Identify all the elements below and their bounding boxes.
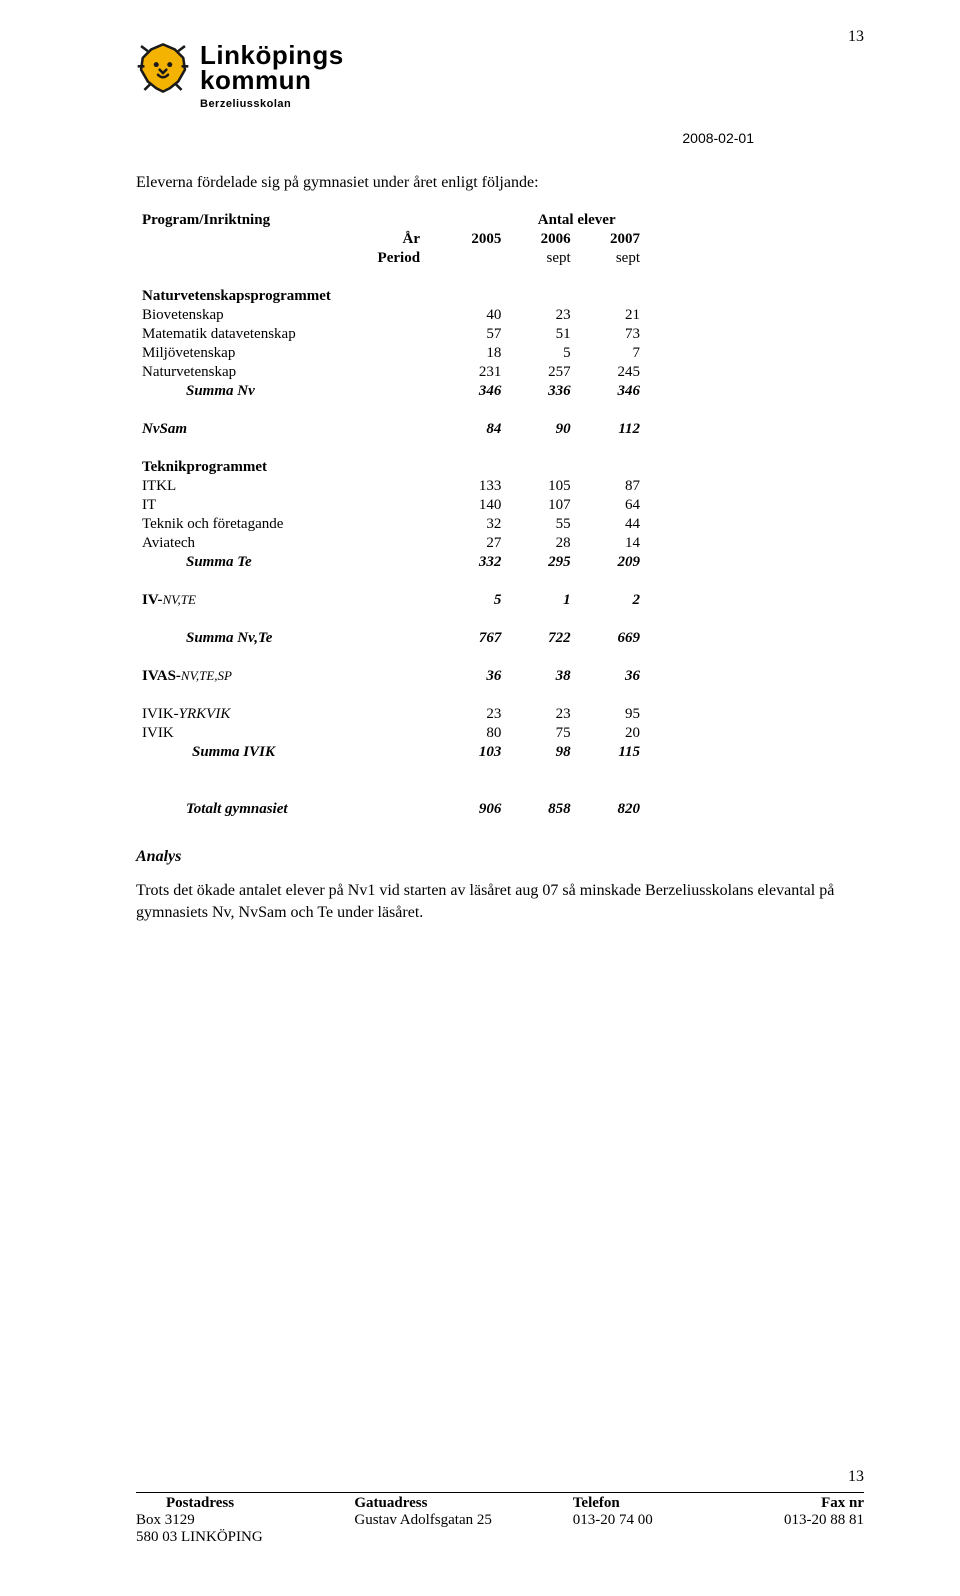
- footer: Postadress Gatuadress Telefon Fax nr Box…: [136, 1492, 864, 1546]
- footer-col-3-head: Fax nr: [821, 1495, 864, 1511]
- intro-text: Eleverna fördelade sig på gymnasiet unde…: [136, 174, 864, 192]
- analysis-head: Analys: [136, 848, 864, 866]
- year-2007: 2007: [577, 229, 646, 248]
- nv-row-0-v2: 21: [577, 305, 646, 324]
- ivas-label: IVAS-NV,TE,SP: [136, 666, 438, 685]
- document-date: 2008-02-01: [136, 130, 864, 146]
- year-2006: 2006: [507, 229, 576, 248]
- footer-col-2-line-0: 013-20 74 00: [573, 1512, 719, 1529]
- col-head-program: Program/Inriktning: [136, 210, 438, 229]
- sub-wordmark: Berzeliusskolan: [200, 98, 864, 110]
- period-2006: sept: [507, 248, 576, 267]
- summa-nvte-label: Summa Nv,Te: [136, 628, 438, 647]
- nvsam-label: NvSam: [136, 419, 438, 438]
- footer-col-0-line-1: 580 03 LINKÖPING: [136, 1529, 354, 1546]
- total-label: Totalt gymnasiet: [136, 799, 438, 818]
- section-nv-head: Naturvetenskapsprogrammet: [136, 286, 438, 305]
- footer-col-0-line-0: Box 3129: [136, 1512, 354, 1529]
- nv-row-1-label: Matematik datavetenskap: [136, 324, 438, 343]
- period-2007: sept: [577, 248, 646, 267]
- analysis-body: Trots det ökade antalet elever på Nv1 vi…: [136, 880, 864, 923]
- wordmark-line2: kommun: [200, 65, 344, 96]
- section-te-head: Teknikprogrammet: [136, 457, 438, 476]
- ivik-yrkvik-label: IVIK-YRKVIK: [136, 704, 438, 723]
- data-table: Program/Inriktning Antal elever År 2005 …: [136, 210, 646, 818]
- nv-row-3-label: Naturvetenskap: [136, 362, 438, 381]
- nv-row-0-v0: 40: [438, 305, 507, 324]
- page-number-bottom: 13: [848, 1468, 864, 1486]
- footer-col-3-line-0: 013-20 88 81: [718, 1512, 864, 1529]
- ivik-sum-label: Summa IVIK: [136, 742, 438, 761]
- row-label-year: År: [136, 229, 438, 248]
- nv-sum-label: Summa Nv: [136, 381, 438, 400]
- col-head-antal: Antal elever: [507, 210, 646, 229]
- nv-row-0-v1: 23: [507, 305, 576, 324]
- te-sum-label: Summa Te: [136, 552, 438, 571]
- lion-logo-icon: [136, 41, 190, 95]
- footer-col-0-head: Postadress: [166, 1495, 234, 1511]
- iv-nvte-label: IV-NV,TE: [136, 590, 438, 609]
- page-number-top: 13: [848, 28, 864, 46]
- footer-col-1-line-0: Gustav Adolfsgatan 25: [354, 1512, 572, 1529]
- wordmark: Linköpings kommun: [200, 40, 344, 96]
- header: Linköpings kommun: [136, 40, 864, 96]
- year-2005: 2005: [438, 229, 507, 248]
- nv-row-2-label: Miljövetenskap: [136, 343, 438, 362]
- footer-col-1-head: Gatuadress: [354, 1495, 427, 1511]
- nv-row-0-label: Biovetenskap: [136, 305, 438, 324]
- row-label-period: Period: [136, 248, 438, 267]
- footer-col-2-head: Telefon: [573, 1495, 620, 1511]
